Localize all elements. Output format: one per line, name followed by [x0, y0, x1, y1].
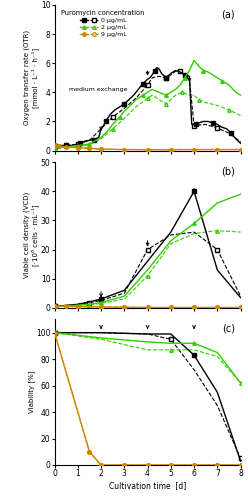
- Y-axis label: Viable cell density (VCD)
[·10⁶ cells · mL⁻¹]: Viable cell density (VCD) [·10⁶ cells · …: [24, 192, 39, 278]
- Text: (c): (c): [222, 324, 235, 334]
- X-axis label: Cultivation time  [d]: Cultivation time [d]: [109, 481, 186, 490]
- Text: medium exchange: medium exchange: [69, 86, 127, 92]
- Text: (b): (b): [221, 166, 235, 176]
- Text: (a): (a): [221, 10, 235, 20]
- Legend: 0 μg/mL, 2 μg/mL, 9 μg/mL: 0 μg/mL, 2 μg/mL, 9 μg/mL: [60, 8, 147, 38]
- Y-axis label: Viability [%]: Viability [%]: [28, 371, 34, 414]
- Y-axis label: Oxygen transfer rate (OTR)
[mmol · L⁻¹ · h⁻¹]: Oxygen transfer rate (OTR) [mmol · L⁻¹ ·…: [24, 30, 39, 126]
